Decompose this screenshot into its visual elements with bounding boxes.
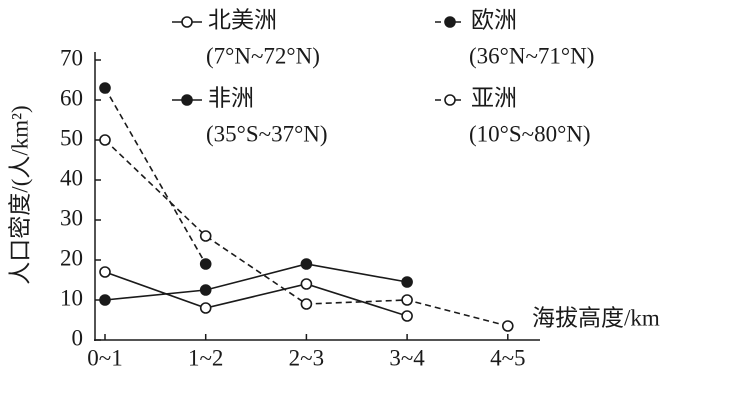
legend-marker	[444, 94, 456, 106]
legend-label: 亚洲	[471, 85, 517, 110]
y-tick-label: 0	[72, 325, 84, 350]
marker	[99, 266, 111, 278]
marker	[199, 284, 212, 296]
legend-label: 非洲	[208, 85, 254, 110]
marker	[401, 310, 413, 322]
x-axis-label: 海拔高度/km	[532, 305, 660, 330]
marker	[99, 134, 111, 146]
x-tick-label: 3~4	[389, 345, 425, 370]
marker	[199, 302, 212, 314]
legend-label: 欧洲	[471, 7, 517, 32]
y-axis-label: 人口密度/(人/km²)	[7, 105, 32, 284]
marker	[300, 278, 313, 290]
series-line	[104, 263, 408, 301]
legend-range: (7°N~72°N)	[206, 43, 320, 68]
legend-marker	[444, 16, 456, 28]
legend-range: (10°S~80°N)	[469, 121, 591, 146]
marker	[300, 298, 313, 310]
x-tick-label: 0~1	[87, 345, 122, 370]
legend-marker	[181, 94, 193, 106]
marker	[99, 294, 111, 306]
series-line	[104, 87, 207, 265]
x-tick-label: 2~3	[289, 345, 324, 370]
y-tick-label: 30	[60, 205, 83, 230]
series-line	[104, 271, 408, 317]
marker	[199, 230, 212, 242]
legend-label: 北美洲	[208, 7, 277, 32]
y-tick-label: 50	[60, 125, 83, 150]
series-line	[104, 139, 508, 327]
y-tick-label: 10	[60, 285, 83, 310]
x-tick-label: 4~5	[490, 345, 525, 370]
y-tick-label: 70	[60, 45, 83, 70]
x-tick-label: 1~2	[188, 345, 223, 370]
marker	[300, 258, 313, 270]
legend-marker	[181, 16, 193, 28]
legend-range: (36°N~71°N)	[469, 43, 594, 68]
legend-range: (35°S~37°N)	[206, 121, 328, 146]
marker	[501, 320, 514, 332]
marker	[401, 294, 413, 306]
y-tick-label: 20	[60, 245, 83, 270]
marker	[99, 82, 111, 94]
y-tick-label: 60	[60, 85, 83, 110]
y-tick-label: 40	[60, 165, 83, 190]
marker	[401, 276, 413, 288]
marker	[199, 258, 212, 270]
